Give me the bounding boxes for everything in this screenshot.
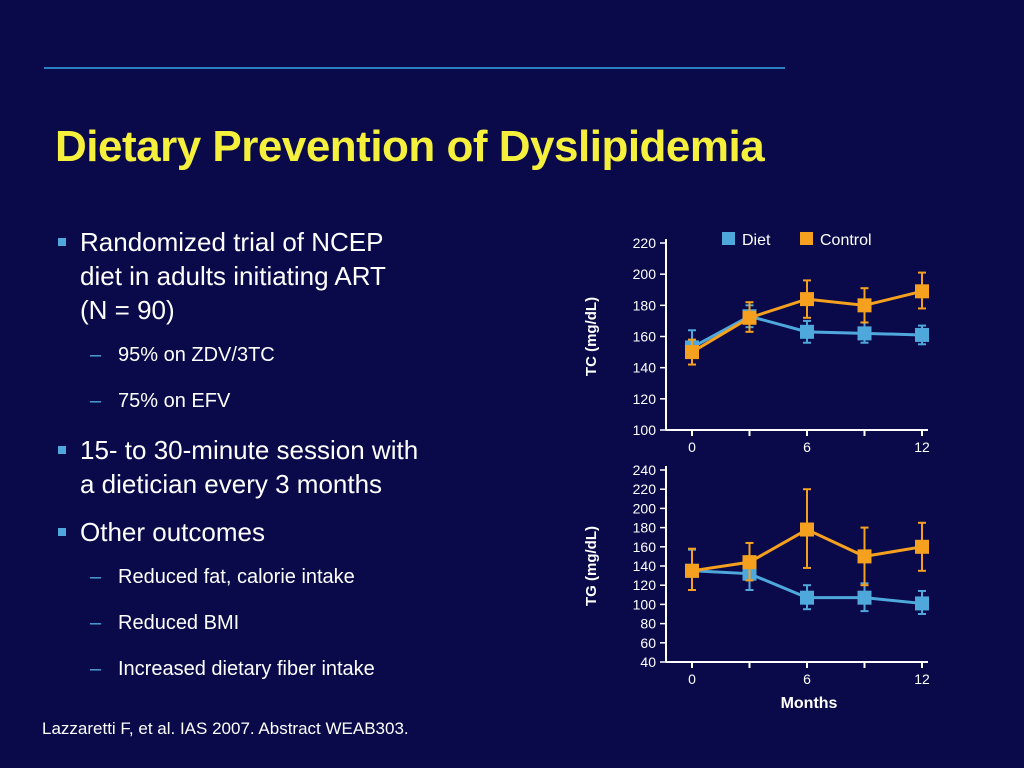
y-tick-label: 60 [640,635,656,651]
sub-bullet-text: 75% on EFV [118,390,231,412]
data-point-control [742,555,757,570]
data-point-diet [857,590,872,605]
legend-label: Control [820,232,872,249]
sub-bullet-item: –75% on EFV [56,387,506,415]
data-point-control [685,563,699,578]
data-point-diet [915,596,929,611]
bullet-square-icon [58,238,66,246]
sub-bullet-text: Reduced fat, calorie intake [118,566,355,588]
data-point-control [857,298,872,313]
y-tick-label: 180 [633,297,657,313]
sub-bullet-text: 95% on ZDV/3TC [118,344,275,366]
y-tick-label: 180 [633,520,657,536]
y-tick-label: 220 [633,235,657,251]
legend-swatch-control [800,232,813,245]
x-tick-label: 6 [803,671,811,687]
citation-footer: Lazzaretti F, et al. IAS 2007. Abstract … [42,719,409,738]
y-tick-label: 100 [633,596,657,612]
data-point-control [915,539,929,554]
y-tick-label: 200 [633,500,657,516]
bullet-text-line: Randomized trial of NCEP [80,227,384,257]
slide-title: Dietary Prevention of Dyslipidemia [55,122,765,171]
x-tick-label: 12 [914,439,930,455]
y-axis-label: TG (mg/dL) [583,526,600,606]
sub-bullet-item: – Reduced BMI [56,609,506,637]
x-tick-label: 12 [914,671,930,687]
sub-bullet-item: –95% on ZDV/3TC [56,341,506,369]
sub-bullet-item: – Increased dietary fiber intake [56,655,506,683]
data-point-control [857,549,872,564]
sub-bullet-item: – Reduced fat, calorie intake [56,563,506,591]
y-tick-label: 140 [633,360,657,376]
data-point-control [685,345,699,360]
dash-icon: – [90,612,102,634]
bullet-text-line: diet in adults initiating ART [80,261,386,291]
data-point-control [915,284,929,299]
data-point-diet [800,324,814,339]
dash-icon: – [90,658,102,680]
bullet-text-line: Other outcomes [80,517,265,547]
y-tick-label: 240 [633,462,657,478]
sub-bullet-text: Reduced BMI [118,612,240,634]
dash-icon: – [90,390,102,412]
data-point-diet [857,326,872,341]
bullet-list: Randomized trial of NCEP diet in adults i… [56,225,506,701]
data-point-diet [915,327,929,342]
y-tick-label: 160 [633,539,657,555]
sub-bullet-text: Increased dietary fiber intake [118,658,375,680]
x-tick-label: 0 [688,671,696,687]
data-point-control [800,522,814,537]
title-rule [44,67,785,69]
bullet-text-line: (N = 90) [80,295,175,325]
y-tick-label: 220 [633,481,657,497]
y-tick-label: 100 [633,422,657,438]
bullet-text-line: 15- to 30-minute session with [80,435,419,465]
y-tick-label: 40 [640,654,656,670]
data-point-control [742,310,757,325]
x-tick-label: 6 [803,439,811,455]
x-tick-label: 0 [688,439,696,455]
data-point-control [800,292,814,307]
bullet-square-icon [58,446,66,454]
y-tick-label: 120 [633,391,657,407]
y-tick-label: 200 [633,266,657,282]
bullet-item: Randomized trial of NCEP diet in adults i… [56,225,506,327]
bullet-item: Other outcomes [56,515,506,549]
x-axis-label: Months [781,695,838,712]
y-tick-label: 80 [640,616,656,632]
y-axis-label: TC (mg/dL) [583,297,600,376]
dash-icon: – [90,344,102,366]
data-point-diet [800,590,814,605]
dash-icon: – [90,566,102,588]
y-tick-label: 120 [633,577,657,593]
bullet-item: 15- to 30-minute session with a dietician… [56,433,506,501]
y-tick-label: 160 [633,329,657,345]
bullet-text-line: a dietician every 3 months [80,469,383,499]
legend-swatch-diet [722,232,735,245]
y-tick-label: 140 [633,558,657,574]
bullet-square-icon [58,528,66,536]
legend-label: Diet [742,232,771,249]
